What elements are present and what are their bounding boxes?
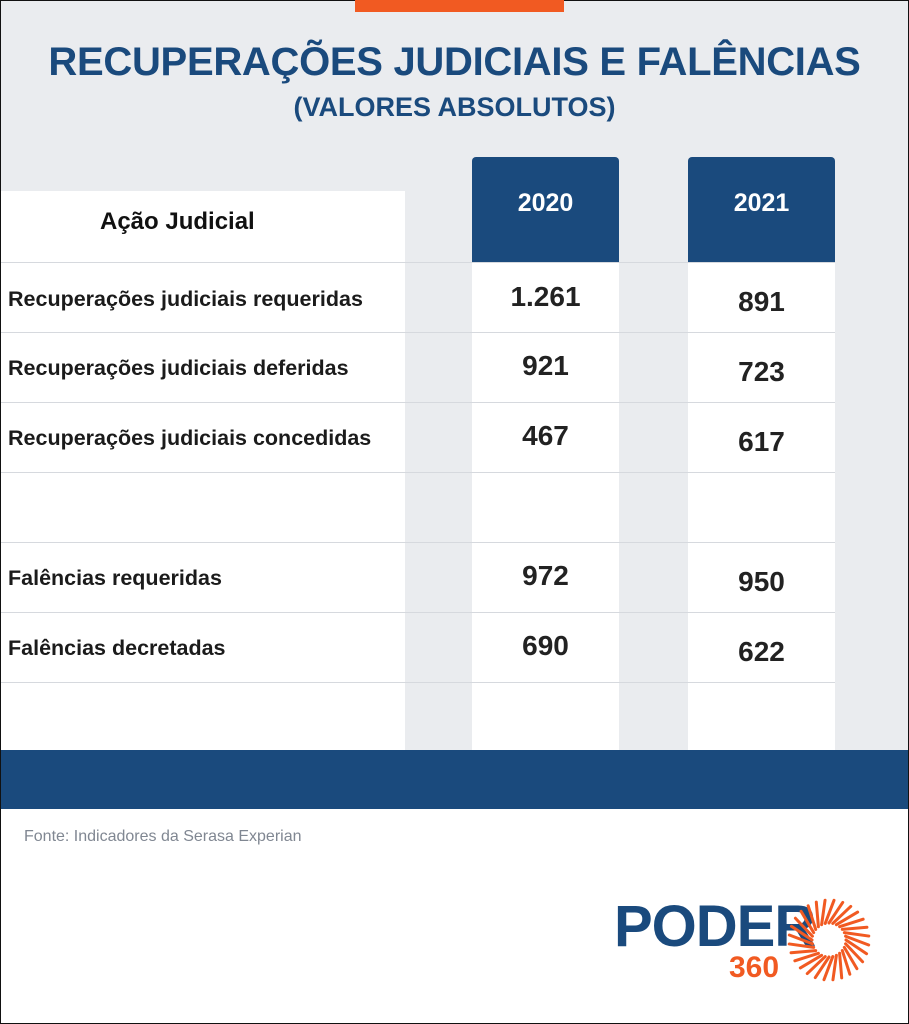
sun-ray bbox=[793, 951, 820, 963]
sun-ray bbox=[820, 898, 827, 927]
cell-2021: 622 bbox=[738, 636, 785, 667]
sun-ray bbox=[789, 924, 814, 942]
sun-ray bbox=[813, 955, 831, 980]
row-label: Recuperações judiciais deferidas bbox=[8, 356, 349, 380]
column-header-2021: 2021 bbox=[688, 157, 835, 262]
cell-2021: 950 bbox=[738, 566, 785, 597]
row-divider bbox=[1, 682, 835, 683]
sun-ray bbox=[844, 938, 869, 956]
row-label: Falências decretadas bbox=[8, 636, 226, 660]
sun-ray bbox=[806, 904, 818, 931]
sun-ray bbox=[805, 955, 827, 976]
sun-ray bbox=[842, 945, 859, 971]
sunburst-icon bbox=[787, 898, 871, 982]
logo-number: 360 bbox=[729, 951, 780, 984]
row-label: Recuperações judiciais requeridas bbox=[8, 287, 363, 311]
column-2020-body bbox=[472, 262, 619, 750]
logo-wordmark: PODER bbox=[614, 894, 816, 959]
bottom-band bbox=[1, 750, 908, 809]
cell-2020: 972 bbox=[522, 560, 569, 591]
action-column-header: Ação Judicial bbox=[100, 208, 255, 235]
sun-ray bbox=[838, 917, 865, 929]
sun-ray bbox=[844, 934, 871, 947]
row-divider bbox=[1, 542, 835, 543]
sun-ray bbox=[822, 955, 835, 982]
sun-ray bbox=[798, 953, 824, 970]
sun-ray bbox=[838, 951, 844, 980]
row-label: Falências requeridas bbox=[8, 566, 222, 590]
sun-ray bbox=[834, 910, 860, 927]
chart-title: RECUPERAÇÕES JUDICIAIS E FALÊNCIAS bbox=[48, 40, 861, 84]
sun-ray bbox=[842, 931, 871, 938]
row-divider bbox=[1, 612, 835, 613]
row-divider bbox=[1, 262, 835, 263]
cell-2021: 891 bbox=[738, 286, 785, 317]
cell-2020: 921 bbox=[522, 350, 569, 381]
sun-ray bbox=[823, 898, 836, 925]
chart-subtitle: (VALORES ABSOLUTOS) bbox=[293, 92, 616, 122]
cell-2020: 690 bbox=[522, 630, 569, 661]
row-divider bbox=[1, 402, 835, 403]
sun-ray bbox=[814, 900, 820, 929]
sun-ray bbox=[840, 949, 852, 976]
sun-ray bbox=[840, 925, 869, 931]
row-divider bbox=[1, 472, 835, 473]
sun-ray bbox=[787, 942, 816, 949]
label-column-panel bbox=[1, 191, 405, 750]
sun-ray bbox=[831, 904, 853, 925]
cell-2021: 723 bbox=[738, 356, 785, 387]
row-divider bbox=[1, 332, 835, 333]
row-label: Recuperações judiciais concedidas bbox=[8, 426, 372, 450]
cell-2020: 467 bbox=[522, 420, 569, 451]
top-accent-bar bbox=[355, 0, 564, 12]
source-note: Fonte: Indicadores da Serasa Experian bbox=[24, 828, 302, 845]
column-2021-body bbox=[688, 262, 835, 750]
cell-2021: 617 bbox=[738, 426, 785, 457]
sun-ray bbox=[831, 953, 838, 982]
sun-ray bbox=[789, 949, 818, 955]
sun-ray bbox=[793, 916, 814, 938]
sun-ray bbox=[827, 900, 845, 925]
cell-2020: 1.261 bbox=[510, 281, 581, 312]
column-header-2020: 2020 bbox=[472, 157, 619, 262]
sun-ray bbox=[844, 942, 865, 964]
sun-ray bbox=[787, 933, 814, 946]
sun-ray bbox=[799, 909, 816, 935]
